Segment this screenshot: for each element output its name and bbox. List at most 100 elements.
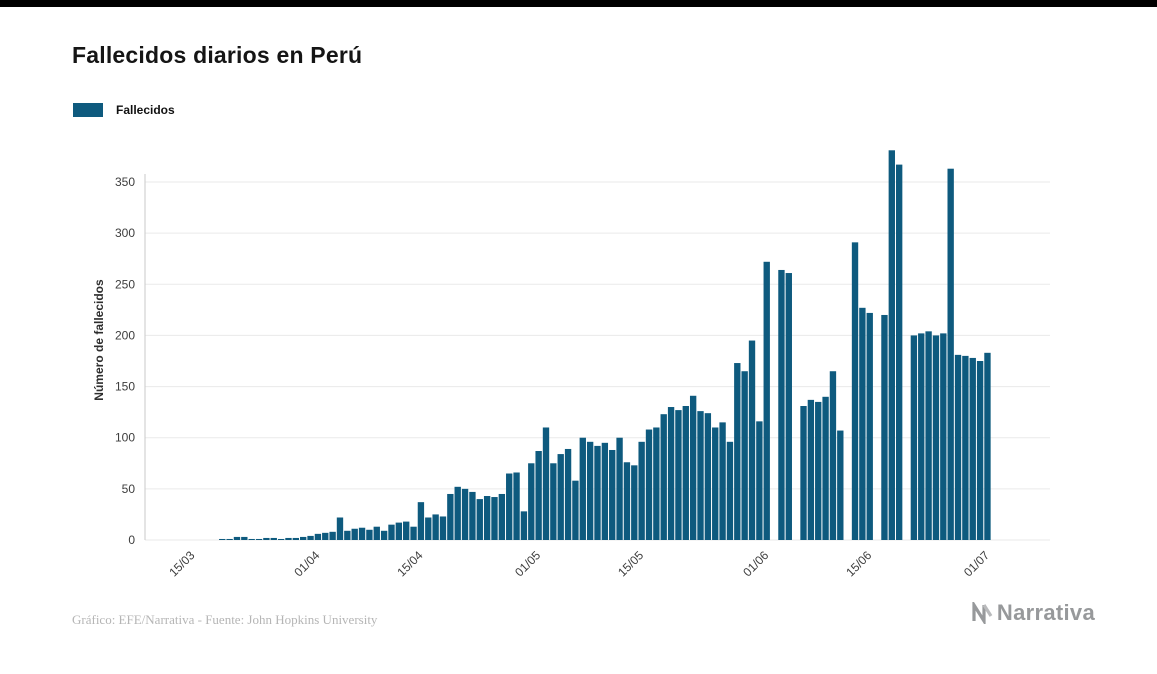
bar xyxy=(263,537,270,540)
bar xyxy=(520,511,528,540)
bar xyxy=(667,407,675,540)
bar xyxy=(594,445,601,540)
x-tick-label: 15/06 xyxy=(843,548,874,579)
bar xyxy=(741,371,748,540)
bar xyxy=(918,333,925,540)
bar xyxy=(395,522,403,540)
bar xyxy=(778,269,785,540)
x-tick-label: 01/04 xyxy=(291,548,322,579)
bar xyxy=(881,314,888,540)
y-tick-label: 0 xyxy=(128,533,135,547)
bar xyxy=(689,395,697,540)
bar xyxy=(947,168,954,540)
bar xyxy=(535,451,542,540)
narrativa-logo-icon xyxy=(972,602,993,624)
bar xyxy=(601,442,609,540)
bar xyxy=(432,514,439,540)
narrativa-logo-text: Narrativa xyxy=(996,600,1095,625)
bar xyxy=(940,333,947,540)
bar xyxy=(675,410,682,540)
bar xyxy=(469,491,476,540)
bar xyxy=(292,537,300,540)
bar xyxy=(506,473,513,540)
bar xyxy=(895,164,903,540)
bar xyxy=(454,486,461,540)
bar xyxy=(219,538,226,540)
bar xyxy=(358,527,366,540)
credit-text: Gráfico: EFE/Narrativa - Fuente: John Ho… xyxy=(72,612,378,627)
bar xyxy=(976,361,984,540)
bar xyxy=(800,406,807,540)
bar xyxy=(233,536,241,540)
bar xyxy=(447,493,454,540)
x-tick-label: 01/06 xyxy=(740,548,771,579)
bar xyxy=(344,530,351,540)
bar xyxy=(734,363,741,540)
bar xyxy=(542,427,550,540)
legend: Fallecidos xyxy=(73,103,175,117)
x-tick-label: 01/05 xyxy=(512,548,543,579)
bar xyxy=(417,502,425,540)
bar xyxy=(932,335,940,540)
bar xyxy=(962,355,969,540)
bar xyxy=(969,357,976,540)
bar-chart: 0 50 100 150 200 250 300 350 15/03 01/04 15/04 01/0… xyxy=(115,150,1050,579)
bar xyxy=(851,242,859,540)
x-tick-label: 15/05 xyxy=(615,548,646,579)
narrativa-logo: Narrativa xyxy=(970,600,1095,626)
bar xyxy=(609,449,616,540)
bar xyxy=(888,150,895,540)
bar xyxy=(373,526,380,540)
bar xyxy=(682,406,689,540)
bar xyxy=(631,465,638,540)
bar xyxy=(410,526,417,540)
x-tick-label: 15/04 xyxy=(394,548,425,579)
y-tick-label: 200 xyxy=(115,328,135,342)
top-strip xyxy=(0,0,1157,7)
bar xyxy=(314,533,322,540)
bar xyxy=(388,524,395,540)
bar xyxy=(763,261,770,540)
bar xyxy=(528,463,535,540)
bar xyxy=(579,437,586,540)
bar xyxy=(925,331,932,540)
bar xyxy=(270,537,277,540)
bar xyxy=(616,437,623,540)
bar xyxy=(300,536,307,540)
bar xyxy=(425,517,432,540)
bar xyxy=(285,537,292,540)
y-tick-label: 50 xyxy=(122,482,136,496)
bar xyxy=(491,497,498,540)
bar xyxy=(807,399,815,540)
bar xyxy=(572,480,579,540)
bar xyxy=(277,538,285,540)
bar xyxy=(550,463,557,540)
bar xyxy=(859,307,866,540)
y-tick-label: 300 xyxy=(115,226,135,240)
bar xyxy=(513,472,520,540)
bar xyxy=(645,429,653,540)
bar xyxy=(719,422,726,540)
bar xyxy=(829,371,837,540)
legend-swatch xyxy=(73,103,103,117)
y-tick-label: 350 xyxy=(115,175,135,189)
y-tick-label: 100 xyxy=(115,431,135,445)
bar xyxy=(564,448,572,540)
bar xyxy=(638,441,645,540)
bar xyxy=(336,517,344,540)
bar xyxy=(403,521,410,540)
bar xyxy=(461,488,469,540)
bar xyxy=(866,312,873,540)
bar xyxy=(322,532,329,540)
bar xyxy=(380,530,388,540)
bar xyxy=(557,454,564,540)
bar xyxy=(255,538,263,540)
bar xyxy=(984,352,991,540)
chart-title: Fallecidos diarios en Perú xyxy=(72,42,363,68)
bar xyxy=(712,427,719,540)
bar xyxy=(660,414,667,540)
bar xyxy=(483,496,491,540)
y-tick-label: 150 xyxy=(115,380,135,394)
bar xyxy=(704,413,712,540)
